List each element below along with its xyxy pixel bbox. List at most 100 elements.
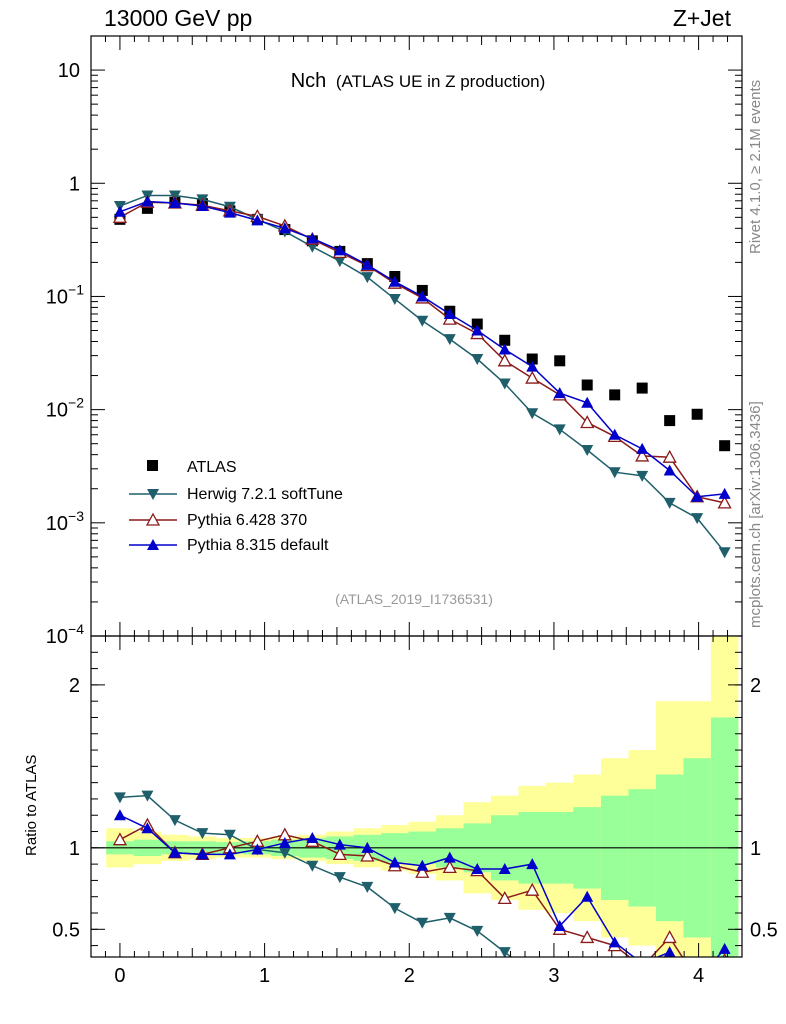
ratio-point — [526, 858, 539, 870]
ratio-point — [361, 841, 374, 853]
ratio-point — [525, 882, 540, 896]
ratio-tick-label-left: 0.5 — [52, 919, 80, 941]
green-band — [710, 717, 739, 957]
y-tick-exponent: −1 — [68, 281, 84, 297]
data-point — [581, 396, 594, 408]
ratio-point — [141, 822, 154, 834]
data-point — [141, 202, 153, 214]
series-line — [119, 200, 725, 498]
ratio-point — [223, 829, 236, 841]
data-point — [196, 199, 209, 211]
data-point — [636, 470, 649, 482]
legend-marker-atlas — [147, 460, 158, 471]
y-tick-label: 1 — [69, 173, 80, 195]
data-point — [636, 442, 649, 454]
ratio-point — [580, 930, 595, 944]
data-point — [223, 206, 236, 218]
ratio-tick-label-right: 0.5 — [750, 919, 778, 941]
y-tick-label: 10 — [58, 60, 80, 82]
mcplots-label: mcplots.cern.ch [arXiv:1306.3436] — [747, 401, 764, 628]
data-point — [553, 387, 566, 399]
data-point — [635, 448, 650, 462]
y-tick-exponent: −4 — [68, 621, 84, 637]
data-point — [388, 275, 401, 287]
data-point — [333, 256, 346, 268]
y-tick-mantissa: 10 — [58, 60, 80, 82]
data-point — [662, 449, 677, 463]
data-point — [608, 428, 621, 440]
x-tick-label: 4 — [693, 965, 704, 987]
legend-marker-pythia6 — [145, 512, 161, 526]
y-tick-label: 10−1 — [46, 281, 84, 308]
ratio-point — [306, 832, 319, 844]
ratio-series — [112, 790, 731, 1010]
y-tick-exponent: −2 — [68, 395, 84, 411]
ratio-point — [443, 912, 456, 924]
ratio-point — [443, 851, 456, 863]
data-point — [416, 290, 429, 302]
ratio-point — [664, 998, 676, 1009]
ratio-point — [278, 847, 291, 859]
series-3 — [113, 195, 731, 502]
series-1 — [113, 190, 731, 559]
legend-marker-herwig — [147, 489, 159, 500]
ratio-point — [251, 843, 264, 855]
x-tick-label: 1 — [259, 965, 270, 987]
data-point — [691, 513, 704, 525]
data-point — [553, 424, 566, 436]
ratio-point — [662, 930, 677, 944]
data-point — [663, 464, 676, 476]
ratio-point — [112, 832, 128, 846]
ratio-point — [719, 999, 731, 1010]
legend-label-pythia8: Pythia 8.315 default — [187, 537, 329, 554]
chart-title-main: Nch — [291, 70, 327, 92]
ratio-panel: 0.5 0.5 1 1 2 2 0 1 2 3 4 — [52, 635, 778, 1010]
legend-label-herwig: Herwig 7.2.1 softTune — [187, 486, 343, 503]
data-point — [691, 408, 703, 420]
data-point — [664, 415, 676, 427]
ratio-point — [722, 952, 727, 957]
ratio-point — [609, 989, 621, 1000]
ratio-point — [636, 994, 648, 1005]
ratio-point — [361, 881, 374, 893]
x-tick-label: 0 — [114, 965, 125, 987]
analysis-id: (ATLAS_2019_I1736531) — [335, 591, 493, 607]
data-point — [718, 547, 731, 559]
ratio-tick-label-right: 2 — [750, 675, 761, 697]
ratio-point — [333, 872, 346, 884]
data-point — [113, 205, 126, 217]
ratio-point — [196, 848, 209, 860]
ratio-frame — [90, 635, 743, 958]
y-tick-mantissa: 10 — [46, 400, 68, 422]
data-point — [718, 487, 731, 499]
ratio-point — [168, 815, 181, 827]
y-tick-label: 10−4 — [46, 621, 84, 648]
chart-title-sub: (ATLAS UE in Z production) — [336, 72, 545, 91]
data-point — [416, 315, 429, 327]
data-point — [497, 353, 512, 367]
data-point — [526, 360, 539, 372]
data-point — [388, 293, 401, 305]
data-point — [306, 232, 319, 244]
y-tick-mantissa: 10 — [46, 626, 68, 648]
legend-label-pythia6: Pythia 6.428 370 — [187, 512, 307, 529]
ratio-point — [223, 848, 236, 860]
chart-title: Nch (ATLAS UE in Z production) — [291, 70, 546, 92]
ratio-point — [196, 828, 209, 840]
y-tick-exponent: −3 — [68, 508, 84, 524]
data-point — [443, 334, 456, 346]
ratio-point — [415, 864, 430, 878]
ratio-point — [636, 961, 648, 972]
ratio-point — [471, 863, 484, 875]
data-point — [581, 379, 593, 391]
ratio-point — [497, 890, 512, 904]
y-tick-mantissa: 1 — [69, 173, 80, 195]
ratio-point — [168, 846, 181, 858]
x-tick-label: 2 — [404, 965, 415, 987]
ratio-point — [636, 958, 648, 969]
ratio-point — [113, 809, 126, 821]
series-line — [119, 201, 725, 504]
ratio-tick-label-left: 2 — [69, 675, 80, 697]
ratio-tick-label-right: 1 — [750, 838, 761, 860]
ratio-point — [141, 790, 154, 802]
